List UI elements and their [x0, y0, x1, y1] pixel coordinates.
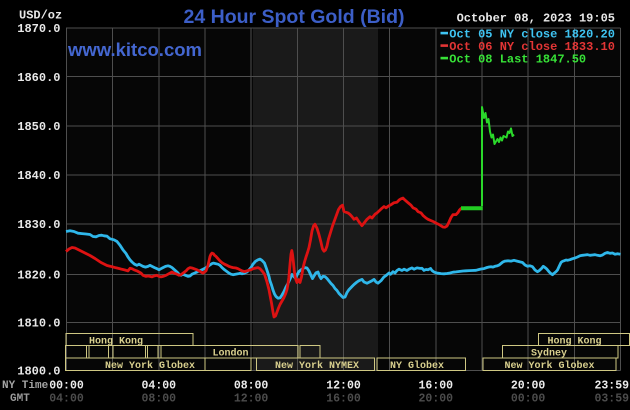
svg-text:04:00: 04:00: [49, 393, 84, 406]
svg-text:NY Globex: NY Globex: [390, 360, 444, 372]
svg-text:New York Globex: New York Globex: [105, 360, 195, 372]
svg-text:16:00: 16:00: [419, 380, 454, 393]
svg-text:23:59: 23:59: [594, 380, 629, 393]
svg-text:00:00: 00:00: [511, 393, 546, 406]
svg-text:Oct 06 NY close 1833.10: Oct 06 NY close 1833.10: [449, 40, 615, 54]
svg-text:Hong Kong: Hong Kong: [89, 336, 143, 347]
svg-text:1850.0: 1850.0: [17, 120, 60, 134]
svg-text:NY Time: NY Time: [2, 380, 49, 392]
svg-text:Oct 05 NY close 1820.20: Oct 05 NY close 1820.20: [449, 28, 615, 42]
svg-text:24 Hour Spot Gold (Bid): 24 Hour Spot Gold (Bid): [184, 6, 405, 28]
svg-text:03:59: 03:59: [594, 393, 629, 406]
svg-text:GMT: GMT: [10, 393, 30, 405]
svg-text:1810.0: 1810.0: [17, 316, 60, 330]
svg-text:Hong Kong: Hong Kong: [547, 336, 601, 347]
svg-text:London: London: [212, 348, 248, 360]
svg-text:12:00: 12:00: [234, 393, 269, 406]
svg-text:October 08, 2023 19:05: October 08, 2023 19:05: [457, 12, 615, 26]
svg-text:1800.0: 1800.0: [17, 365, 60, 379]
svg-text:20:00: 20:00: [511, 380, 546, 393]
svg-text:Oct 08 Last 1847.50: Oct 08 Last 1847.50: [449, 53, 586, 67]
svg-text:USD/oz: USD/oz: [19, 9, 62, 23]
svg-text:New York NYMEX: New York NYMEX: [275, 360, 359, 372]
svg-text:12:00: 12:00: [326, 380, 361, 393]
svg-text:00:00: 00:00: [49, 380, 84, 393]
svg-text:16:00: 16:00: [326, 393, 361, 406]
svg-text:1820.0: 1820.0: [17, 268, 60, 282]
svg-text:1860.0: 1860.0: [17, 71, 60, 85]
svg-text:New York Globex: New York Globex: [504, 360, 594, 372]
svg-text:1840.0: 1840.0: [17, 169, 60, 183]
svg-text:08:00: 08:00: [234, 380, 269, 393]
svg-text:04:00: 04:00: [142, 380, 177, 393]
svg-text:1870.0: 1870.0: [17, 22, 60, 36]
svg-text:20:00: 20:00: [419, 393, 454, 406]
svg-text:08:00: 08:00: [142, 393, 177, 406]
svg-text:1830.0: 1830.0: [17, 218, 60, 232]
svg-text:Sydney: Sydney: [531, 348, 567, 360]
svg-text:www.kitco.com: www.kitco.com: [67, 39, 202, 60]
